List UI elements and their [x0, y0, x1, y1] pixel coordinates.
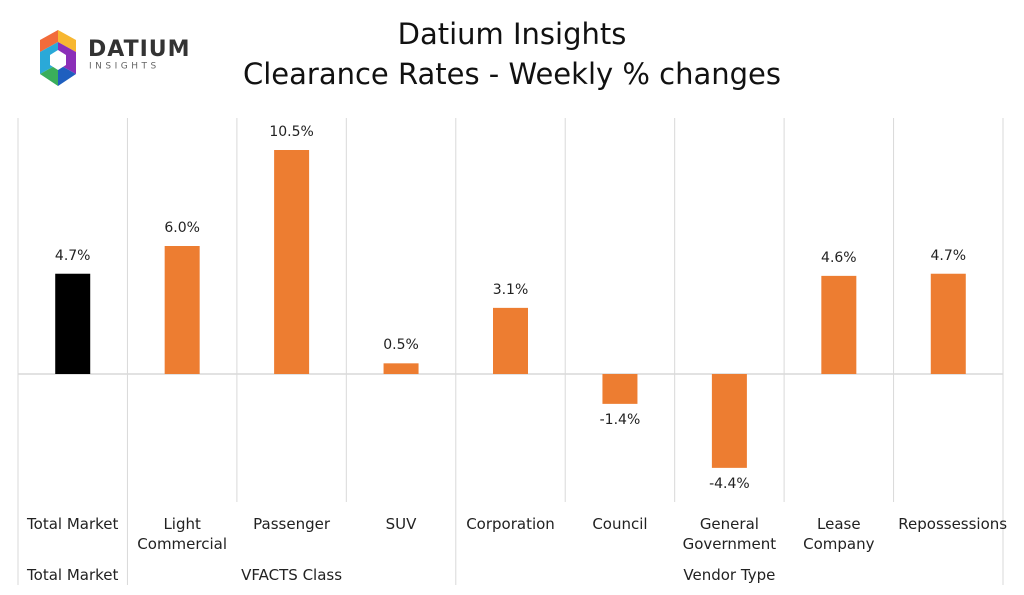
bar	[493, 307, 528, 374]
logo-tagline: INSIGHTS	[89, 62, 160, 72]
group-label: VFACTS Class	[241, 566, 343, 584]
value-label: -1.4%	[599, 411, 641, 428]
value-label: 3.1%	[492, 281, 529, 298]
x-tick-label: Corporation	[466, 515, 555, 533]
value-label: 4.7%	[54, 247, 91, 264]
bar	[55, 273, 91, 374]
bar	[711, 374, 747, 468]
logo-mark	[40, 30, 76, 86]
chart-subtitle: Clearance Rates - Weekly % changes	[242, 57, 781, 91]
value-label: 0.5%	[383, 337, 419, 354]
bar	[274, 150, 310, 374]
x-tick-label: Repossessions	[898, 515, 1008, 533]
value-label: 4.6%	[821, 249, 857, 266]
x-tick-label: General Government	[682, 515, 777, 553]
bar	[383, 363, 419, 374]
x-tick-label: Council	[592, 515, 648, 533]
value-label: 4.7%	[930, 247, 967, 264]
x-tick-label: Light Commercial	[137, 515, 228, 553]
group-label: Vendor Type	[683, 566, 776, 584]
group-label: Total Market	[27, 566, 119, 584]
x-tick-label: Lease Company	[803, 515, 875, 553]
bar	[930, 273, 966, 374]
value-label: 10.5%	[269, 124, 314, 140]
bar	[164, 246, 200, 374]
x-tick-label: Total Market	[27, 515, 119, 533]
logo-name: DATIUM	[88, 37, 191, 62]
bar	[602, 374, 638, 404]
value-label: 6.0%	[164, 220, 200, 236]
chart-title: Datium Insights	[397, 17, 627, 51]
bar	[821, 275, 857, 374]
x-tick-label: SUV	[385, 515, 417, 533]
x-tick-label: Passenger	[253, 515, 331, 533]
value-label: -4.4%	[709, 475, 750, 492]
